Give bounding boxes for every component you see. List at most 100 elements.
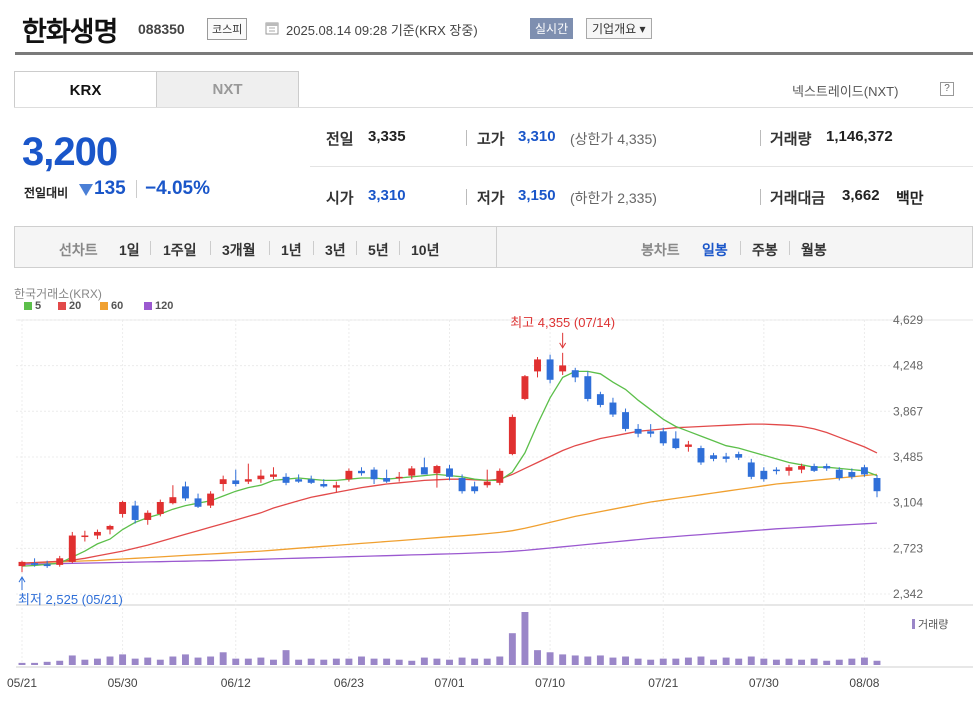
- candle: [345, 468, 353, 482]
- candle-body: [848, 472, 856, 477]
- nextrade-link[interactable]: 넥스트레이드(NXT): [792, 84, 899, 99]
- period-10y[interactable]: 10년: [411, 242, 440, 258]
- period-1w[interactable]: 1주일: [163, 242, 197, 258]
- candle-body: [420, 467, 428, 475]
- candle-body: [81, 535, 89, 538]
- candle: [370, 467, 378, 485]
- candle: [156, 499, 164, 517]
- candle-body: [710, 455, 718, 459]
- tab-krx[interactable]: KRX: [14, 71, 157, 108]
- candle-body: [546, 359, 554, 380]
- low-value: 3,150: [518, 187, 556, 204]
- volume-bar: [358, 656, 365, 665]
- period-separator: [313, 241, 314, 255]
- period-1y[interactable]: 1년: [281, 242, 302, 258]
- candle-body: [358, 470, 365, 474]
- candle: [596, 391, 604, 408]
- volume-bar: [56, 660, 64, 665]
- volume-bar: [760, 658, 768, 665]
- candle: [471, 481, 479, 494]
- realtime-button[interactable]: 실시간: [530, 18, 574, 39]
- stat-divider: [466, 130, 467, 146]
- volume-bar: [332, 658, 340, 665]
- candle-body: [835, 469, 843, 479]
- candle: [119, 500, 127, 518]
- volume-bar: [546, 652, 554, 665]
- volume-bar: [232, 658, 240, 665]
- candle-body: [56, 558, 64, 565]
- candle-body: [471, 486, 479, 492]
- period-5y[interactable]: 5년: [368, 242, 389, 258]
- candle-body: [672, 438, 680, 449]
- volume-bar: [446, 659, 453, 665]
- volume-bar: [672, 658, 680, 665]
- candle: [571, 367, 579, 383]
- company-overview-dropdown[interactable]: 기업개요 ▾: [586, 18, 652, 39]
- candle: [860, 464, 868, 477]
- period-1d[interactable]: 1일: [119, 242, 140, 258]
- candle-body: [823, 466, 831, 469]
- volume-bar: [534, 650, 541, 665]
- period-separator: [356, 241, 357, 255]
- candle-body: [307, 479, 315, 483]
- volume-bar: [647, 659, 655, 665]
- candle: [559, 352, 567, 375]
- candle-body: [446, 468, 453, 477]
- candle-body: [106, 525, 114, 530]
- volume-bar: [584, 656, 592, 665]
- volume-bar: [798, 659, 806, 665]
- candle: [270, 467, 277, 480]
- y-tick-label: 3,485: [893, 450, 923, 464]
- candle: [131, 500, 139, 524]
- volume-bar: [659, 658, 667, 665]
- header-divider: [15, 52, 973, 55]
- candle-body: [232, 480, 240, 485]
- x-tick-label: 08/08: [849, 676, 879, 690]
- down-triangle-icon: [79, 184, 93, 196]
- x-tick-label: 07/01: [434, 676, 464, 690]
- x-tick-label: 06/23: [334, 676, 364, 690]
- volume-bar: [471, 658, 479, 665]
- volume-bar: [320, 659, 328, 665]
- period-separator: [210, 241, 211, 255]
- change-divider: [136, 180, 137, 198]
- volume-bar: [710, 659, 718, 665]
- candle-monthly[interactable]: 월봉: [801, 242, 827, 258]
- volume-label: 거래량: [770, 131, 812, 148]
- y-tick-label: 2,723: [893, 541, 923, 555]
- stock-code: 088350: [138, 21, 185, 37]
- candle-body: [534, 359, 541, 372]
- period-3y[interactable]: 3년: [325, 242, 346, 258]
- tab-nxt[interactable]: NXT: [156, 71, 299, 108]
- volume-bar: [270, 659, 277, 665]
- volume-bar: [18, 662, 26, 665]
- candle-daily[interactable]: 일봉: [702, 242, 728, 258]
- candle-body: [735, 454, 743, 458]
- candle: [295, 474, 303, 483]
- candle: [735, 451, 743, 461]
- candle-weekly[interactable]: 주봉: [752, 242, 778, 258]
- candle: [483, 469, 491, 488]
- candle-body: [873, 478, 881, 492]
- candle-body: [798, 466, 806, 470]
- market-badge: 코스피: [207, 18, 248, 40]
- trade-value-unit: 백만: [896, 190, 924, 207]
- candle-body: [521, 376, 529, 399]
- volume-bar: [68, 655, 76, 665]
- period-3m[interactable]: 3개월: [222, 242, 256, 258]
- candle-body: [684, 444, 692, 447]
- candle-body: [219, 479, 227, 485]
- candle-body: [395, 476, 403, 479]
- help-icon[interactable]: ?: [940, 82, 954, 96]
- prev-close-value: 3,335: [368, 128, 406, 145]
- candle-body: [571, 370, 579, 378]
- period-separator: [150, 241, 151, 255]
- volume-bar: [106, 656, 114, 665]
- high-value: 3,310: [518, 128, 556, 145]
- candle: [395, 472, 403, 482]
- candle-body: [785, 467, 793, 471]
- volume-bar: [131, 658, 139, 665]
- calendar-icon: [265, 22, 279, 35]
- volume-bar: [282, 650, 290, 665]
